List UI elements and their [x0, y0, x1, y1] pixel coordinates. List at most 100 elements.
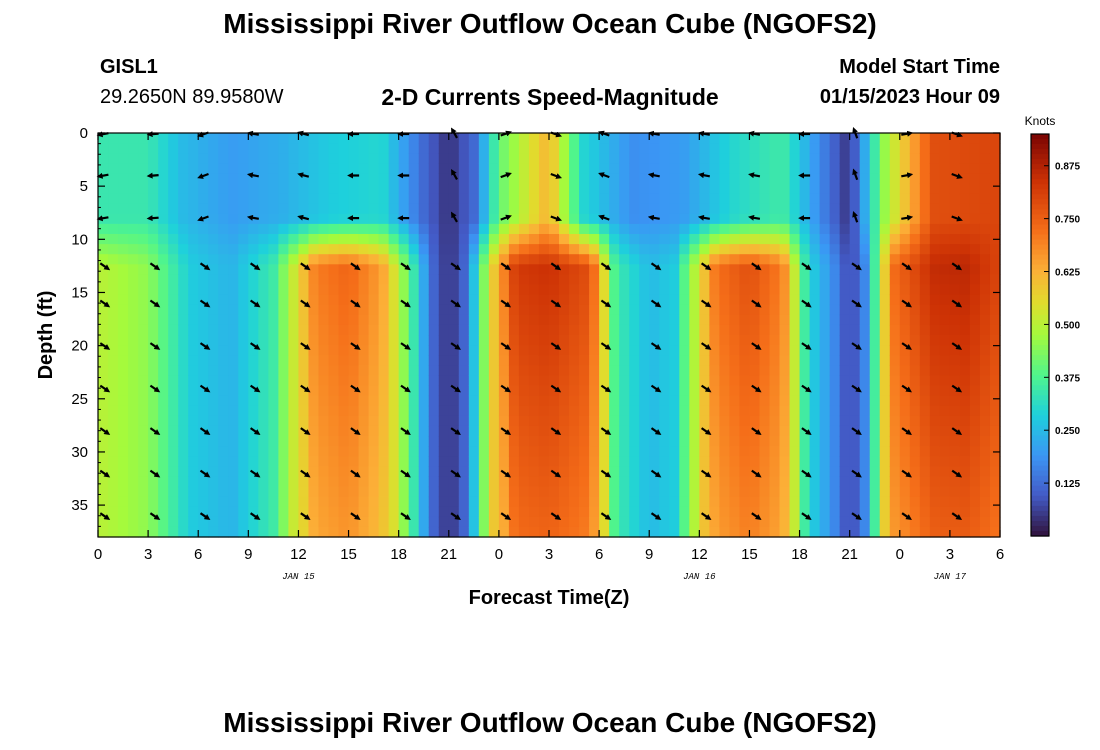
heatmap-cell	[198, 133, 209, 144]
heatmap-cell	[549, 456, 560, 467]
heatmap-cell	[609, 274, 620, 286]
heatmap-cell	[178, 456, 189, 467]
heatmap-cell	[138, 213, 149, 225]
heatmap-cell	[749, 405, 761, 417]
heatmap-cell	[338, 405, 350, 417]
heatmap-cell	[689, 425, 700, 437]
heatmap-cell	[789, 234, 801, 245]
heatmap-cell	[899, 284, 911, 296]
colorbar-tick-label: 0.375	[1055, 373, 1080, 384]
heatmap-cell	[448, 476, 460, 488]
heatmap-cell	[218, 304, 229, 316]
heatmap-cell	[98, 304, 109, 316]
colorbar-segment	[1031, 450, 1049, 457]
heatmap-cell	[218, 476, 229, 488]
heatmap-cell	[478, 244, 490, 255]
heatmap-cell	[949, 314, 961, 326]
heatmap-cell	[879, 274, 891, 286]
heatmap-cell	[939, 456, 951, 467]
heatmap-cell	[769, 496, 781, 508]
heatmap-cell	[829, 446, 841, 457]
heatmap-cell	[498, 203, 510, 215]
heatmap-cell	[829, 355, 841, 366]
heatmap-cell	[769, 365, 781, 376]
heatmap-cell	[859, 355, 871, 366]
heatmap-cell	[689, 446, 700, 457]
heatmap-cell	[238, 324, 249, 336]
heatmap-cell	[378, 213, 390, 225]
heatmap-cell	[749, 335, 761, 346]
heatmap-cell	[148, 476, 159, 488]
heatmap-cell	[939, 385, 951, 397]
heatmap-cell	[949, 274, 961, 286]
heatmap-cell	[448, 355, 460, 366]
heatmap-cell	[418, 254, 430, 265]
heatmap-cell	[328, 526, 340, 538]
current-vector	[700, 512, 712, 521]
heatmap-cell	[178, 486, 189, 498]
heatmap-cell	[629, 345, 640, 356]
heatmap-cell	[979, 395, 991, 407]
heatmap-cell	[338, 203, 350, 215]
current-vector	[650, 342, 662, 350]
heatmap-cell	[298, 486, 310, 498]
heatmap-cell	[458, 143, 470, 154]
heatmap-cell	[528, 496, 540, 508]
heatmap-cell	[398, 506, 410, 518]
heatmap-cell	[889, 173, 901, 185]
heatmap-cell	[328, 143, 340, 154]
current-vector	[697, 172, 710, 179]
heatmap-cell	[939, 203, 951, 215]
heatmap-cell	[549, 264, 560, 275]
colorbar-segment	[1031, 360, 1049, 366]
heatmap-cell	[759, 133, 771, 144]
heatmap-cell	[689, 193, 700, 205]
heatmap-cell	[138, 314, 149, 326]
heatmap-cell	[789, 284, 801, 296]
heatmap-cell	[208, 254, 219, 265]
heatmap-cell	[288, 324, 300, 336]
heatmap-cell	[398, 193, 410, 205]
heatmap-cell	[689, 163, 700, 174]
heatmap-cell	[358, 314, 370, 326]
heatmap-cell	[538, 486, 550, 498]
heatmap-cell	[208, 526, 219, 538]
heatmap-cell	[959, 466, 971, 477]
heatmap-cell	[278, 193, 290, 205]
heatmap-cell	[128, 314, 139, 326]
heatmap-cell	[769, 335, 781, 346]
heatmap-cell	[649, 476, 660, 488]
heatmap-cell	[478, 274, 490, 286]
heatmap-cell	[268, 456, 279, 467]
heatmap-cell	[228, 486, 239, 498]
heatmap-cell	[468, 496, 480, 508]
heatmap-cell	[508, 516, 520, 528]
heatmap-cell	[458, 516, 470, 528]
current-vector	[249, 384, 261, 393]
heatmap-cell	[388, 304, 400, 316]
heatmap-cell	[979, 476, 991, 488]
heatmap-cell	[789, 143, 801, 154]
heatmap-cell	[689, 223, 700, 235]
heatmap-cell	[258, 183, 269, 195]
heatmap-cell	[368, 395, 380, 407]
heatmap-cell	[368, 446, 380, 457]
heatmap-cell	[178, 405, 189, 417]
heatmap-cell	[949, 496, 961, 508]
heatmap-cell	[368, 506, 380, 518]
heatmap-cell	[338, 355, 350, 366]
heatmap-cell	[719, 234, 730, 245]
heatmap-cell	[418, 163, 430, 174]
current-vector	[600, 262, 612, 271]
heatmap-cell	[899, 486, 911, 498]
heatmap-cell	[739, 526, 751, 538]
heatmap-cell	[969, 375, 981, 387]
heatmap-cell	[438, 415, 450, 427]
heatmap-cell	[98, 516, 109, 528]
heatmap-cell	[208, 395, 219, 407]
heatmap-cell	[969, 405, 981, 417]
heatmap-cell	[739, 264, 751, 275]
heatmap-cell	[719, 244, 730, 255]
heatmap-cell	[148, 365, 159, 376]
heatmap-cell	[358, 385, 370, 397]
